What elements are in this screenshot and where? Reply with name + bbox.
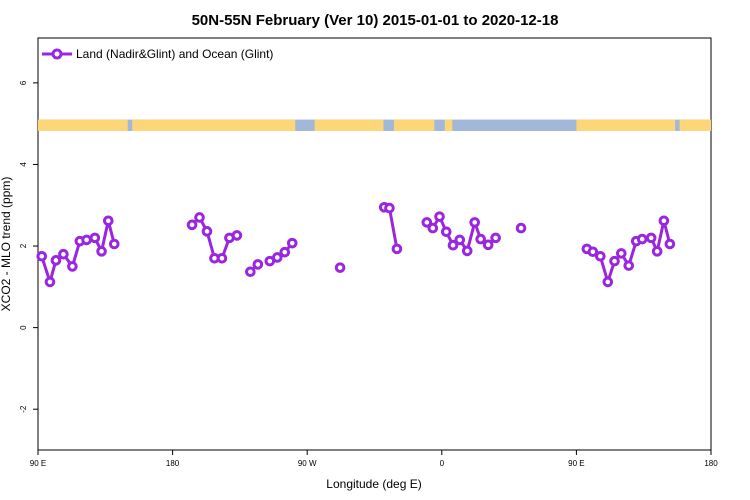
data-point: [651, 246, 663, 257]
data-point: [482, 239, 494, 251]
plot-frame: [37, 37, 712, 451]
data-point: [201, 226, 213, 237]
land-segment: [679, 119, 711, 132]
data-point: [615, 248, 627, 259]
y-tick-label: 0: [19, 325, 28, 330]
land-segment: [444, 119, 453, 132]
x-axis-label: Longitude (deg E): [326, 477, 421, 491]
data-point: [44, 276, 56, 288]
data-point: [194, 212, 205, 223]
legend-marker: [51, 48, 63, 60]
data-point: [96, 246, 107, 257]
data-point: [609, 255, 620, 267]
legend-label: Land (Nadir&Glint) and Ocean (Glint): [76, 47, 273, 61]
series-land-ocean: [36, 201, 676, 288]
land-ocean-band: [38, 119, 711, 132]
data-point: [231, 230, 243, 241]
data-point: [469, 217, 481, 228]
data-point: [216, 252, 228, 264]
data-point: [664, 238, 676, 250]
data-point: [623, 260, 635, 271]
y-tick-label: 6: [19, 80, 28, 85]
land-segment: [576, 119, 676, 132]
data-point: [427, 222, 439, 234]
data-point: [286, 237, 298, 249]
data-point: [245, 266, 256, 278]
data-point: [645, 232, 657, 244]
y-tick-label: 2: [19, 243, 28, 248]
data-point: [58, 248, 69, 260]
data-point: [279, 246, 291, 258]
data-point: [658, 215, 670, 227]
y-tick-label: -2: [19, 405, 28, 413]
data-point: [271, 252, 283, 263]
x-tick-label: 90 E: [568, 459, 584, 468]
data-point: [440, 226, 452, 238]
x-axis-ticks: 90 E 180 90 W 0 90 E 180: [30, 450, 718, 468]
y-axis-ticks: -2 0 2 4 6: [19, 80, 38, 413]
x-tick-label: 180: [166, 459, 180, 468]
y-tick-label: 4: [19, 162, 28, 167]
data-point: [67, 261, 78, 272]
data-point: [421, 217, 433, 228]
data-point: [434, 211, 445, 222]
data-point: [89, 232, 101, 244]
data-point: [81, 234, 92, 246]
legend: Land (Nadir&Glint) and Ocean (Glint): [42, 47, 273, 61]
data-point: [587, 246, 599, 258]
data-point: [384, 202, 395, 214]
data-point: [595, 250, 606, 262]
y-axis-label: XCO2 - MLO trend (ppm): [0, 177, 13, 312]
data-point: [252, 259, 264, 270]
x-tick-label: 90 E: [30, 459, 46, 468]
data-point: [515, 222, 527, 234]
land-segment: [393, 119, 435, 132]
data-point: [186, 219, 198, 231]
x-tick-label: 180: [704, 459, 718, 468]
data-point: [108, 238, 120, 250]
data-point: [391, 243, 403, 255]
data-point: [447, 239, 459, 251]
data-point: [602, 276, 614, 288]
data-point: [636, 233, 648, 245]
land-segment: [314, 119, 384, 132]
data-point: [475, 233, 486, 245]
data-point: [334, 262, 346, 273]
data-point: [490, 232, 501, 244]
land-segment: [132, 119, 296, 132]
series-line-segment: [383, 205, 399, 250]
x-tick-label: 0: [440, 459, 445, 468]
data-point: [102, 215, 114, 227]
data-point: [50, 255, 62, 266]
data-point: [454, 234, 466, 246]
chart-title: 50N-55N February (Ver 10) 2015-01-01 to …: [192, 12, 559, 29]
x-tick-label: 90 W: [298, 459, 317, 468]
data-point: [461, 245, 473, 257]
data-point: [36, 250, 48, 262]
land-segment: [38, 119, 128, 132]
